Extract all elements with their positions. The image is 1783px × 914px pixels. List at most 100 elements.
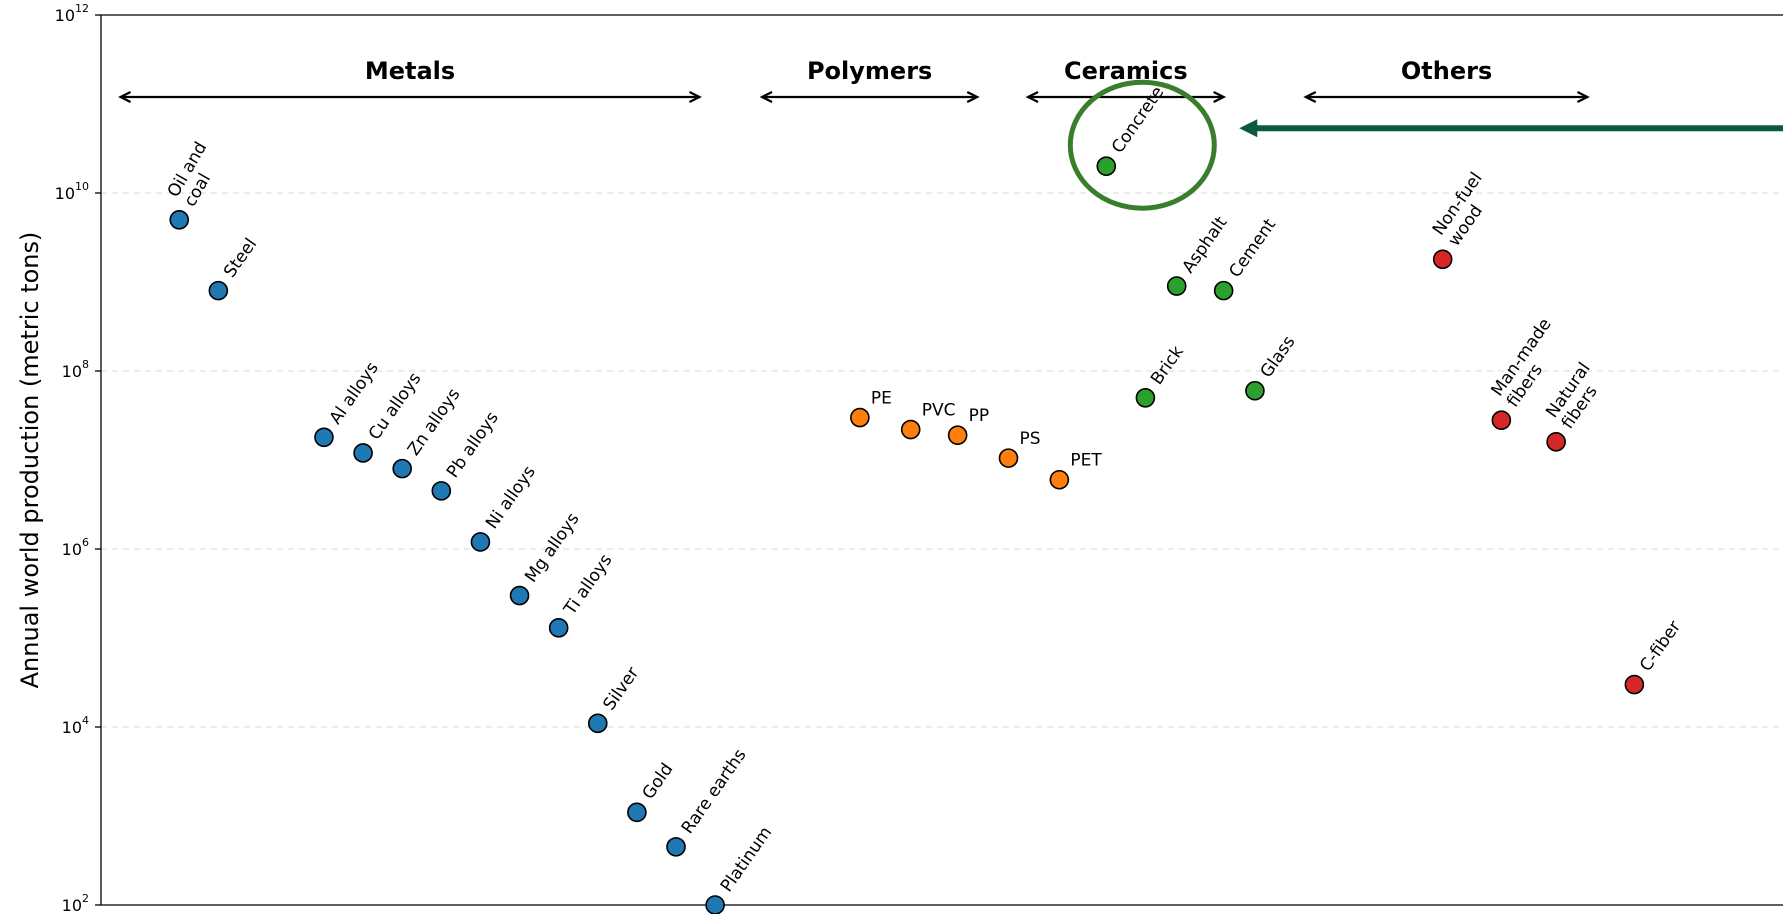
group-bracket-right-head (688, 91, 702, 103)
group-brackets: Metals Polymers Ceramics Others (118, 57, 1590, 103)
axes (100, 14, 1783, 906)
y-ticks: 102 104 106 108 1010 1012 (55, 2, 101, 914)
point-ps: PS (998, 429, 1041, 468)
group-label: Others (1401, 57, 1492, 85)
marker-ni-alloys (470, 532, 491, 552)
marker-asphalt (1166, 276, 1187, 296)
y-axis-label: Annual world production (metric tons) (16, 232, 44, 689)
marker-non-fuel-wood (1432, 249, 1453, 270)
group-ceramics: Ceramics (1025, 57, 1227, 103)
label-oil-and-coal: Oil andcoal (164, 139, 228, 211)
point-ti-alloys: Ti alloys (548, 550, 617, 638)
label-rare-earths: Rare earths (678, 745, 751, 837)
marker-concrete (1096, 156, 1117, 177)
point-non-fuel-wood: Non-fuelwood (1429, 169, 1502, 270)
group-others: Others (1303, 57, 1590, 103)
point-brick: Brick (1135, 342, 1188, 408)
y-tick-label: 108 (62, 358, 89, 381)
marker-rare-earths (666, 837, 686, 857)
label-pe: PE (871, 389, 892, 409)
point-natural-fibers: Naturalfibers (1542, 359, 1610, 452)
marker-cement (1213, 280, 1234, 301)
marker-ti-alloys (548, 618, 569, 638)
marker-silver (587, 713, 608, 734)
marker-oil-and-coal (169, 209, 190, 230)
point-pet: PET (1049, 451, 1102, 490)
group-bracket-right-head (966, 91, 980, 103)
point-pe: PE (850, 389, 892, 428)
marker-cu-alloys (353, 443, 373, 463)
group-polymers: Polymers (759, 57, 980, 103)
label-ni-alloys: Ni alloys (482, 462, 540, 533)
label-cement: Cement (1225, 215, 1280, 281)
point-silver: Silver (587, 664, 643, 734)
label-ti-alloys: Ti alloys (560, 550, 617, 619)
point-steel: Steel (208, 235, 261, 301)
point-pvc: PVC (900, 401, 956, 440)
label-platinum: Platinum (717, 823, 776, 896)
label-brick: Brick (1147, 342, 1188, 388)
y-tick-label: 102 (62, 892, 89, 914)
y-tick-label: 1012 (55, 2, 89, 25)
pointer-arrow-head (1239, 119, 1258, 138)
point-rare-earths: Rare earths (666, 745, 751, 857)
group-bracket-left-head (118, 91, 132, 103)
marker-pp (947, 425, 968, 445)
highlight-circle (1067, 79, 1217, 211)
y-tick-label: 104 (62, 714, 89, 737)
group-label: Polymers (807, 57, 932, 85)
label-pet: PET (1070, 451, 1102, 471)
marker-pet (1049, 469, 1070, 490)
marker-brick (1135, 387, 1156, 408)
label-natural-fibers: Naturalfibers (1542, 359, 1610, 433)
group-label: Ceramics (1064, 57, 1188, 85)
point-c-fiber: C-fiber (1624, 617, 1685, 695)
y-tick-label: 1010 (55, 180, 89, 203)
label-pvc: PVC (922, 401, 956, 421)
marker-c-fiber (1624, 674, 1645, 695)
marker-gold (627, 802, 647, 823)
point-ni-alloys: Ni alloys (470, 462, 540, 552)
point-glass: Glass (1245, 332, 1300, 401)
label-glass: Glass (1257, 332, 1300, 381)
group-bracket-left-head (1025, 91, 1039, 103)
marker-pvc (900, 419, 921, 440)
label-silver: Silver (599, 664, 643, 715)
group-metals: Metals (118, 57, 702, 103)
annotations (1067, 79, 1783, 211)
label-pp: PP (969, 406, 990, 426)
label-concrete: Concrete (1108, 83, 1168, 157)
marker-pe (850, 407, 870, 428)
group-bracket-right-head (1576, 91, 1590, 103)
marker-pb-alloys (431, 481, 452, 501)
label-asphalt: Asphalt (1178, 213, 1231, 277)
point-platinum: Platinum (705, 823, 776, 914)
marker-steel (208, 280, 229, 301)
point-gold: Gold (627, 760, 678, 823)
marker-glass (1245, 380, 1265, 401)
point-pp: PP (947, 406, 990, 445)
point-oil-and-coal: Oil andcoal (164, 139, 228, 230)
label-c-fiber: C-fiber (1636, 617, 1685, 675)
marker-man-made-fibers (1491, 410, 1512, 431)
group-bracket-right-head (1213, 91, 1227, 103)
group-label: Metals (365, 57, 455, 85)
marker-al-alloys (314, 427, 334, 448)
label-non-fuel-wood: Non-fuelwood (1429, 169, 1502, 250)
label-steel: Steel (220, 235, 261, 282)
label-pb-alloys: Pb alloys (443, 408, 503, 482)
y-tick-label: 106 (62, 536, 89, 559)
marker-ps (998, 448, 1019, 468)
marker-platinum (705, 895, 725, 914)
label-mg-alloys: Mg alloys (521, 509, 583, 586)
label-ps: PS (1019, 429, 1040, 449)
marker-natural-fibers (1546, 432, 1566, 452)
marker-mg-alloys (509, 585, 530, 606)
group-bracket-left-head (1303, 91, 1317, 103)
marker-zn-alloys (392, 458, 412, 479)
group-bracket-left-head (759, 91, 773, 103)
label-gold: Gold (639, 760, 678, 803)
gridlines (101, 192, 1783, 728)
